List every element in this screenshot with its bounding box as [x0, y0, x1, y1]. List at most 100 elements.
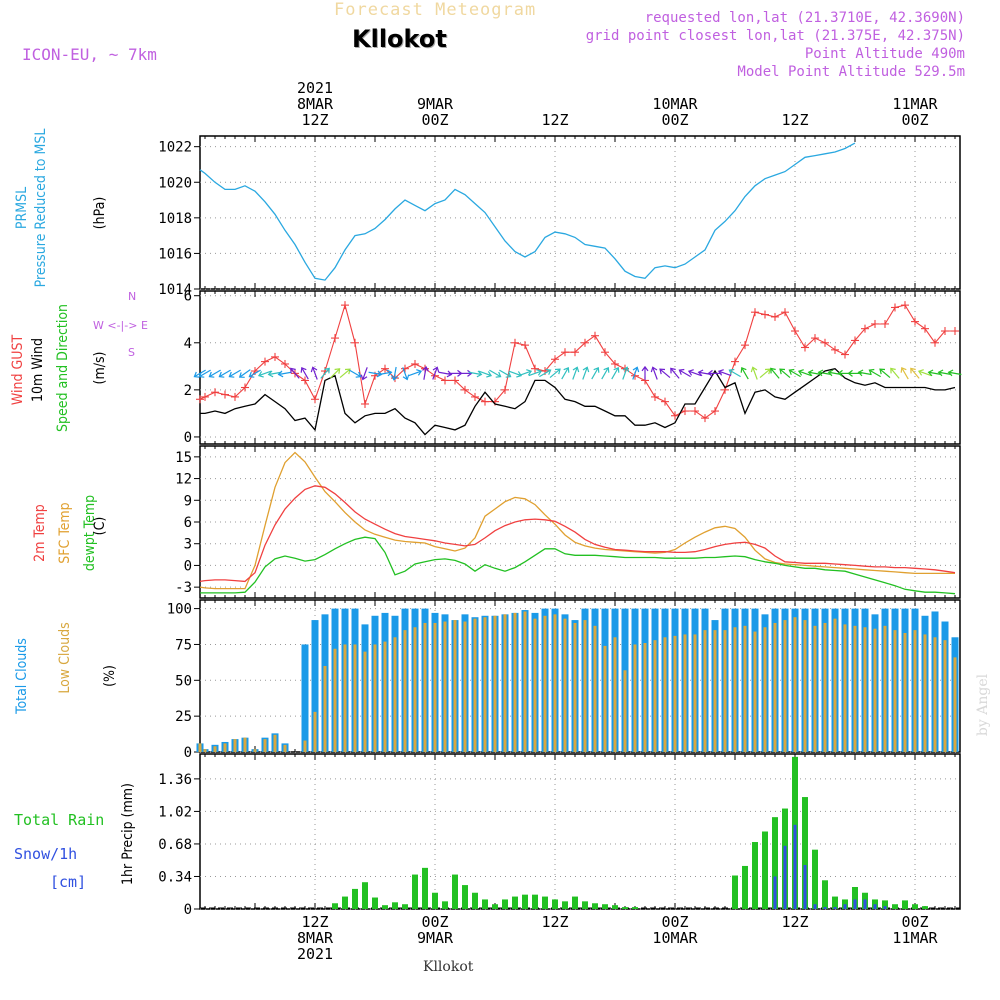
ytick-label-0: 1014	[158, 282, 192, 298]
low-cloud-bar	[553, 614, 557, 752]
wind-direction-arrowhead	[300, 366, 307, 373]
wind-direction-arrowhead	[208, 371, 215, 378]
low-cloud-bar	[493, 615, 497, 752]
wind-direction-arrowhead	[572, 366, 580, 373]
snow-bar	[853, 899, 857, 909]
low-cloud-bar	[393, 637, 397, 752]
rain-bar	[582, 901, 588, 909]
chart-title: Forecast Meteogram	[334, 0, 537, 20]
rain-bar	[542, 896, 548, 909]
model-altitude: Model Point Altitude 529.5m	[737, 64, 965, 80]
ytick-label-3: 50	[175, 673, 192, 689]
rain-bar	[522, 894, 528, 909]
top-time-label-line: 12Z	[301, 111, 329, 129]
low-cloud-bar	[243, 737, 247, 752]
point-altitude: Point Altitude 490m	[804, 46, 965, 62]
wind-direction-arrowhead	[310, 366, 318, 373]
wind-direction-arrow	[438, 371, 452, 376]
bottom-time-label: 00Z 10MAR	[635, 914, 715, 946]
wind-direction-arrow	[659, 368, 671, 379]
top-time-label: 11MAR 00Z	[875, 96, 955, 128]
ytick-label-2: 0	[184, 558, 192, 574]
ytick-label-4: 0.68	[158, 837, 192, 853]
low-cloud-bar	[273, 734, 277, 752]
low-cloud-bar	[198, 743, 202, 752]
wind-direction-arrowhead	[910, 367, 916, 374]
snow-bar	[793, 824, 797, 909]
wind-direction-arrow	[652, 367, 658, 380]
low-cloud-bar	[743, 625, 747, 752]
ytick-label-3: 100	[167, 602, 192, 618]
low-cloud-bar	[763, 627, 767, 752]
wind-direction-arrowhead	[526, 369, 533, 376]
wind-direction-arrowhead	[717, 369, 724, 376]
low-cloud-bar	[913, 630, 917, 752]
wind-direction-arrow	[349, 369, 361, 378]
wind-direction-arrowhead	[593, 366, 600, 373]
low-cloud-bar	[733, 627, 737, 752]
top-time-label-line: 10MAR	[652, 95, 698, 113]
wind-direction-arrowhead	[847, 369, 853, 377]
wind-direction-arrow	[258, 370, 272, 377]
rain-bar	[602, 904, 608, 909]
wind-direction-arrow	[879, 368, 891, 379]
low-cloud-bar	[873, 628, 877, 752]
bottom-time-label: 12Z	[755, 914, 835, 930]
requested-coords: requested lon,lat (21.3710E, 42.3690N)	[644, 10, 965, 26]
wind-direction-arrow	[468, 371, 482, 376]
wind-direction-arrowhead	[545, 368, 552, 375]
wind-direction-arrowhead	[248, 371, 255, 378]
bottom-time-label-line: 2021	[296, 945, 334, 963]
wind-direction-arrow	[938, 371, 952, 376]
rain-bar	[852, 886, 858, 909]
bottom-time-label: 00Z 11MAR	[875, 914, 955, 946]
rain-bar	[802, 797, 808, 909]
wind-direction-arrow	[518, 370, 532, 377]
compass-n: N	[128, 290, 137, 303]
bottom-time-label: 00Z 9MAR	[395, 914, 475, 946]
top-time-label: 12Z	[515, 112, 595, 128]
wind-direction-arrow	[729, 369, 741, 378]
low-cloud-bar	[343, 644, 347, 752]
rain-bar	[442, 901, 448, 909]
low-cloud-bar	[903, 632, 907, 752]
wind-direction-arrowhead	[563, 366, 570, 373]
sfc-temp-line	[199, 451, 955, 590]
rain-bar	[352, 888, 358, 909]
wind-direction-arrow	[339, 368, 351, 379]
top-time-label: 10MAR 00Z	[635, 96, 715, 128]
low-cloud-bar	[663, 637, 667, 752]
rain-bar	[822, 880, 828, 909]
wind-direction-arrowhead	[422, 366, 429, 372]
low-cloud-bar	[723, 630, 727, 752]
rain-bar	[472, 892, 478, 909]
wind-direction-arrowhead	[764, 368, 771, 375]
low-cloud-bar	[383, 641, 387, 752]
wind-direction-arrowhead	[697, 369, 704, 377]
low-cloud-bar	[753, 631, 757, 752]
wind-direction-arrow	[741, 367, 749, 380]
wind-direction-arrow	[423, 366, 427, 380]
low-cloud-bar	[683, 634, 687, 752]
wind-direction-arrowhead	[334, 368, 341, 374]
bottom-time-label: 12Z 8MAR 2021	[275, 914, 355, 962]
wind-speed-line	[200, 367, 956, 436]
wind-direction-arrow	[561, 367, 569, 380]
wind-direction-arrowhead	[650, 366, 658, 373]
low-cloud-bar	[653, 640, 657, 752]
wind-direction-arrowhead	[416, 369, 423, 376]
low-cloud-bar	[833, 618, 837, 752]
rain-bar	[762, 831, 768, 909]
low-cloud-bar	[333, 648, 337, 752]
wind-direction-arrow	[320, 368, 330, 379]
rain-bar	[332, 903, 338, 909]
precip-snow-label: Snow/1h	[14, 845, 78, 863]
rain-bar	[832, 896, 838, 909]
wind-direction-arrow	[329, 368, 341, 379]
wind-direction-arrowhead	[728, 368, 735, 375]
low-cloud-bar	[773, 622, 777, 752]
wind-direction-arrow	[688, 370, 702, 377]
wind-direction-arrowhead	[193, 371, 200, 378]
low-cloud-bar	[363, 651, 367, 752]
ytick-label-0: 1022	[158, 140, 192, 156]
